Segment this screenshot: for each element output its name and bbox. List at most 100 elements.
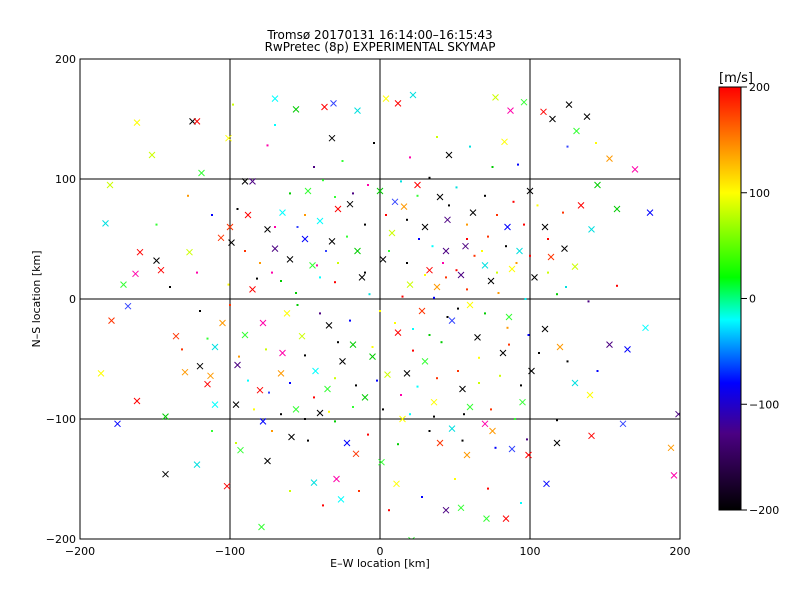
data-point-cross — [556, 343, 564, 351]
data-point-cross — [279, 349, 286, 357]
chart-title: Tromsø 20170131 16:14:00–16:15:43 — [267, 28, 493, 42]
gridlines — [80, 59, 680, 539]
data-point-dot — [371, 346, 374, 348]
data-point-cross — [414, 181, 421, 189]
data-point-cross — [277, 370, 285, 377]
data-point-dot — [169, 286, 171, 288]
data-point-cross — [264, 226, 271, 233]
data-point-cross — [588, 226, 595, 233]
data-point-dot — [490, 408, 492, 411]
data-point-cross — [157, 266, 165, 274]
data-point-cross — [541, 223, 549, 231]
y-tick-label: 0 — [69, 293, 76, 306]
chart-subtitle: RwPretec (8p) EXPERIMENTAL SKYMAP — [264, 40, 496, 54]
data-point-dot — [181, 348, 183, 351]
data-point-cross — [124, 302, 132, 310]
data-point-dot — [455, 186, 458, 189]
data-point-dot — [487, 487, 489, 490]
data-point-dot — [358, 490, 360, 492]
data-point-cross — [241, 178, 249, 185]
data-point-dot — [244, 250, 246, 252]
data-point-cross — [675, 410, 680, 418]
data-point-dot — [409, 156, 411, 159]
data-point-cross — [433, 283, 441, 291]
data-point-cross — [379, 256, 387, 263]
data-point-dot — [388, 250, 390, 252]
data-point-dot — [566, 145, 569, 148]
data-point-cross — [459, 385, 466, 393]
data-point-dot — [337, 262, 339, 264]
data-point-cross — [481, 262, 489, 269]
data-point-cross — [394, 329, 402, 336]
data-point-dot — [385, 214, 387, 216]
data-point-cross — [259, 418, 267, 425]
data-point-cross — [330, 100, 337, 107]
data-point-cross — [226, 223, 234, 231]
data-point-dot — [505, 245, 507, 248]
data-point-dot — [247, 379, 249, 382]
data-point-cross — [541, 325, 549, 333]
data-point-dot — [431, 245, 434, 248]
data-point-cross — [148, 151, 156, 159]
data-point-dot — [529, 254, 531, 257]
data-point-cross — [271, 245, 279, 252]
data-point-dot — [499, 374, 501, 377]
data-point-dot — [538, 352, 540, 354]
data-point-cross — [186, 248, 193, 256]
data-point-dot — [304, 214, 306, 216]
data-point-dot — [271, 430, 273, 432]
data-point-cross — [198, 169, 205, 177]
data-point-cross — [613, 205, 621, 213]
data-point-cross — [354, 247, 361, 255]
data-point-cross — [606, 341, 613, 348]
data-point-dot — [491, 166, 494, 168]
data-point-cross — [508, 445, 516, 453]
colorbar-label: [m/s] — [719, 71, 753, 86]
data-point-dot — [295, 292, 297, 294]
data-point-cross — [406, 281, 414, 288]
data-point-cross — [211, 401, 219, 408]
data-point-cross — [193, 118, 201, 125]
data-point-cross — [474, 334, 481, 341]
data-point-dot — [376, 379, 378, 382]
data-point-cross — [547, 253, 555, 261]
data-markers — [97, 91, 680, 539]
data-point-dot — [352, 192, 354, 195]
data-point-cross — [283, 310, 291, 317]
data-point-dot — [466, 223, 468, 226]
data-point-dot — [526, 438, 528, 441]
data-point-dot — [325, 250, 327, 252]
data-point-cross — [120, 281, 127, 288]
colorbar: [m/s] 200 100 0 −100 −200 — [718, 71, 779, 517]
data-point-dot — [473, 254, 476, 257]
data-point-dot — [428, 176, 431, 179]
data-point-cross — [619, 420, 627, 428]
data-point-dot — [515, 262, 518, 264]
data-point-cross — [631, 166, 639, 173]
x-tick-label: 100 — [520, 545, 541, 558]
data-point-cross — [271, 95, 279, 102]
data-point-dot — [508, 343, 510, 346]
data-point-dot — [253, 408, 255, 411]
data-point-cross — [244, 211, 252, 219]
x-axis-ticks: −200 −100 0 100 200 — [65, 533, 691, 558]
data-point-cross — [343, 439, 351, 447]
data-point-cross — [237, 446, 244, 454]
data-point-dot — [496, 271, 498, 274]
data-point-cross — [256, 386, 264, 394]
data-point-cross — [181, 368, 189, 376]
data-point-dot — [211, 214, 213, 216]
data-point-cross — [586, 391, 594, 399]
data-point-cross — [346, 200, 354, 208]
colorbar-gradient — [718, 86, 742, 511]
data-point-dot — [461, 439, 464, 442]
data-point-cross — [442, 247, 450, 255]
data-point-cross — [573, 127, 580, 135]
y-tick-label: −200 — [46, 533, 76, 546]
data-point-cross — [502, 515, 510, 522]
data-point-cross — [421, 223, 429, 231]
data-point-cross — [391, 198, 399, 206]
data-point-cross — [321, 103, 328, 111]
data-point-dot — [394, 322, 396, 324]
data-point-dot — [397, 443, 399, 446]
